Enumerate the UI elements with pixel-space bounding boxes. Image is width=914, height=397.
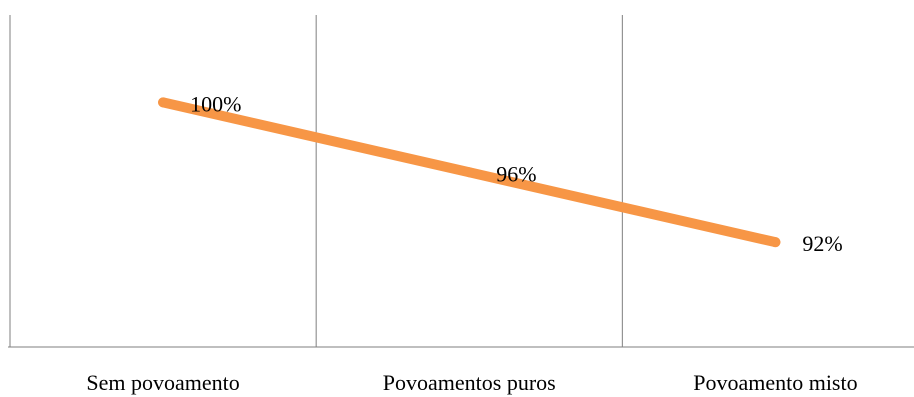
data-point-1 (158, 97, 169, 108)
chart-axes (8, 15, 914, 348)
data-label-2: 96% (496, 161, 536, 186)
category-gridlines (315, 15, 623, 347)
data-labels: 100% 96% 92% (190, 91, 843, 256)
category-tick-labels: Sem povoamento Povoamentos puros Povoament… (86, 370, 857, 395)
data-label-3: 92% (802, 231, 842, 256)
category-label-3: Povoamento misto (693, 370, 857, 395)
data-point-3 (770, 237, 781, 248)
category-label-2: Povoamentos puros (383, 370, 556, 395)
data-label-1: 100% (190, 91, 241, 116)
category-label-1: Sem povoamento (86, 370, 239, 395)
series-layer (158, 97, 781, 248)
data-point-2 (464, 167, 475, 178)
